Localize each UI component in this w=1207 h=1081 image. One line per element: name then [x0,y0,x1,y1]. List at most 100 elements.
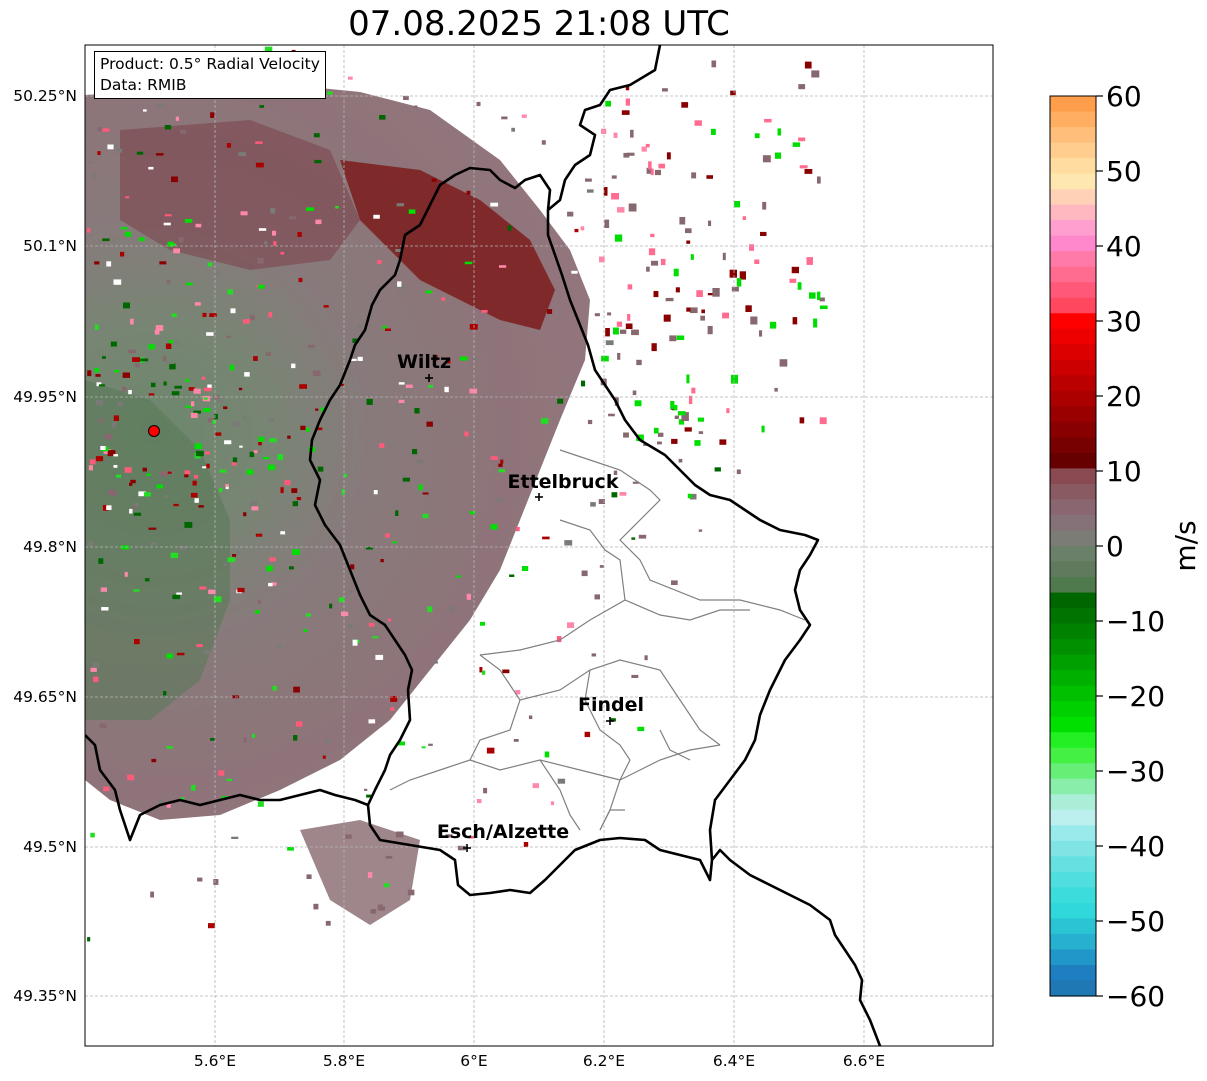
echo-pixel [616,321,623,327]
echo-pixel [210,738,215,741]
echo-pixel [384,883,390,888]
echo-pixel [694,120,702,126]
echo-pixel [226,778,233,781]
echo-pixel [792,317,798,325]
echo-pixel [277,454,284,460]
echo-pixel [650,168,654,176]
echo-pixel [532,783,539,789]
echo-pixel [298,277,303,283]
echo-pixel [688,395,693,405]
echo-pixel [648,161,652,170]
echo-pixel [166,361,174,365]
echo-pixel [154,329,160,335]
echo-pixel [368,719,376,724]
echo-pixel [129,482,133,486]
echo-pixel [416,459,424,464]
colorbar-tick-label: −60 [1106,980,1165,1013]
echo-pixel [271,582,277,586]
colorbar-band [1050,980,1096,997]
echo-pixel [169,339,174,344]
echo-pixel [170,552,178,559]
echo-pixel [320,407,327,412]
echo-pixel [734,201,741,208]
echo-pixel [133,502,139,507]
echo-pixel [243,737,247,743]
echo-pixel [103,449,111,454]
echo-pixel [171,176,178,183]
echo-pixel [550,801,555,806]
echo-pixel [675,287,680,293]
echo-pixel [120,251,125,257]
echo-pixel [163,691,167,696]
colorbar-tick-label: 20 [1106,380,1142,413]
echo-pixel [92,662,100,668]
colorbar-band [1050,530,1096,547]
echo-pixel [686,374,690,384]
echo-pixel [193,474,199,479]
echo-pixel [210,112,215,118]
echo-pixel [556,636,562,643]
lon-tick-label: 5.6°E [194,1052,236,1070]
echo-pixel [760,231,767,236]
colorbar-band [1050,96,1096,113]
echo-pixel [122,386,127,392]
echo-pixel [634,400,642,407]
echo-pixel [678,419,685,425]
echo-pixel [402,477,410,482]
echo-pixel [585,178,592,182]
echo-pixel [169,363,176,370]
echo-pixel [701,309,705,314]
echo-pixel [681,102,689,108]
echo-pixel [340,383,345,386]
echo-pixel [303,629,308,632]
echo-pixel [621,110,630,115]
echo-pixel [173,341,179,346]
colorbar-tick-label: −30 [1106,755,1165,788]
lat-tick-label: 50.1°N [23,237,77,255]
echo-pixel [398,741,405,746]
echo-pixel [292,501,298,507]
echo-pixel [213,596,222,603]
echo-pixel [133,589,140,592]
echo-pixel [166,746,173,749]
echo-pixel [269,557,276,562]
echo-pixel [237,587,245,593]
echo-pixel [252,733,255,738]
echo-pixel [613,327,619,335]
echo-pixel [231,836,239,839]
echo-pixel [762,155,771,163]
echo-pixel [567,211,574,217]
echo-pixel [165,343,172,349]
echo-pixel [623,432,629,438]
echo-pixel [93,676,99,683]
echo-pixel [265,352,271,356]
echo-pixel [116,148,123,153]
echo-pixel [498,463,503,467]
echo-pixel [523,842,529,847]
echo-pixel [196,644,203,648]
echo-pixel [653,427,659,434]
echo-pixel [347,76,353,80]
map-title: 07.08.2025 21:08 UTC [348,4,730,44]
echo-pixel [729,269,737,278]
colorbar-tick-label: 50 [1106,155,1142,188]
echo-pixel [777,128,782,136]
colorbar-band [1050,173,1096,190]
echo-pixel [341,489,345,495]
echo-pixel [180,797,185,801]
echo-pixel [708,220,712,226]
echo-pixel [227,557,236,563]
echo-pixel [98,384,105,387]
colorbar-band [1050,421,1096,438]
echo-pixel [739,271,746,280]
echo-pixel [102,356,106,359]
echo-pixel [199,586,207,590]
colorbar-band [1050,220,1096,237]
echo-pixel [185,405,192,408]
echo-pixel [257,257,264,264]
echo-pixel [236,550,240,555]
echo-pixel [249,314,255,321]
echo-pixel [307,344,315,348]
colorbar-band [1050,483,1096,501]
echo-pixel [338,597,345,603]
